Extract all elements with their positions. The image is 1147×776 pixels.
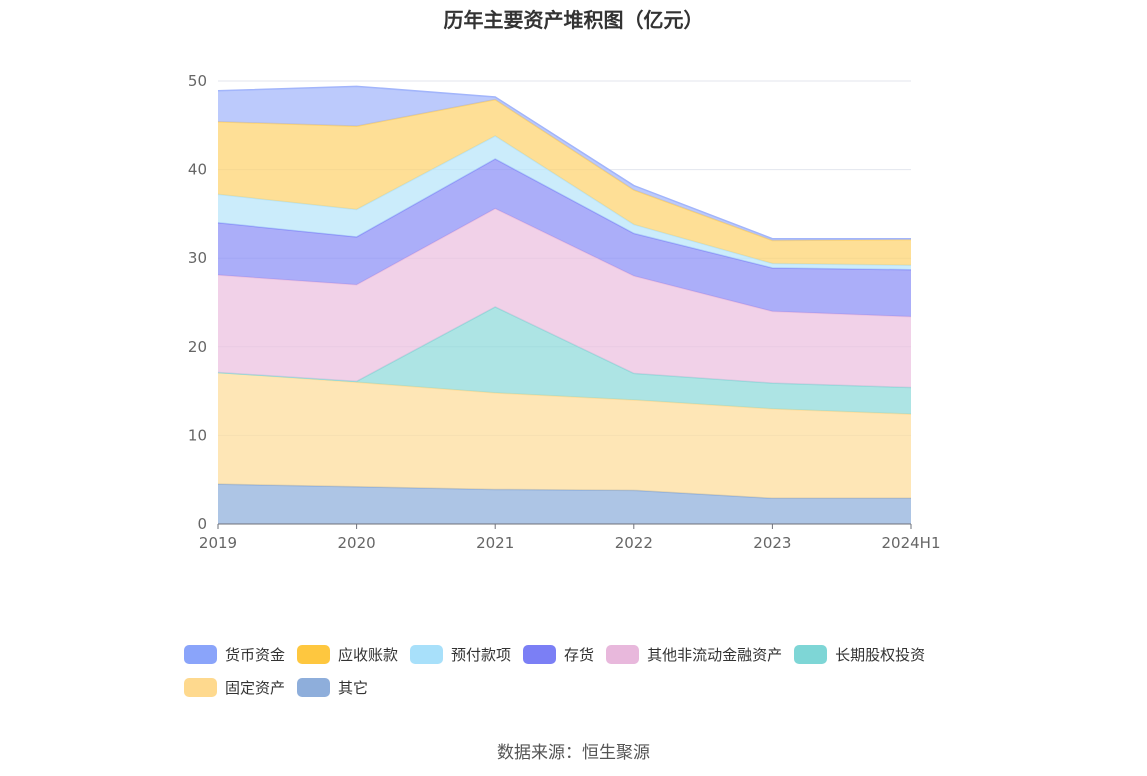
area-series <box>218 306 911 415</box>
area-series <box>218 86 911 241</box>
legend-row-1: 货币资金 应收账款 预付款项 存货 其他非流动金融资产 长期股权投资 <box>184 638 1004 671</box>
y-tick-label: 0 <box>197 515 207 533</box>
area-series-edge <box>217 98 912 242</box>
data-source-note: 数据来源：恒生聚源 <box>497 743 650 763</box>
area-series <box>218 484 911 524</box>
y-tick-label: 20 <box>188 338 207 356</box>
chart-title: 历年主要资产堆积图（亿元） <box>443 8 704 32</box>
legend-label: 货币资金 <box>225 646 286 664</box>
y-tick-label: 50 <box>188 72 207 90</box>
y-tick-label: 40 <box>188 161 207 179</box>
legend-label: 应收账款 <box>338 646 399 664</box>
area-series <box>218 158 911 317</box>
legend-label: 其它 <box>338 679 369 697</box>
legend-swatch <box>606 645 640 664</box>
x-tick-label: 2023 <box>753 534 791 552</box>
legend-item-other-noncurrent-financial[interactable]: 其他非流动金融资产 <box>606 644 782 665</box>
x-tick-label: 2024H1 <box>882 534 941 552</box>
legend-label: 预付款项 <box>451 646 512 664</box>
legend-item-long-term-equity[interactable]: 长期股权投资 <box>794 644 925 665</box>
legend-item-fixed-assets[interactable]: 固定资产 <box>184 677 285 698</box>
legend-swatch <box>794 645 828 664</box>
legend-item-prepayments[interactable]: 预付款项 <box>410 644 511 665</box>
x-tick-label: 2020 <box>338 534 376 552</box>
legend-row-2: 固定资产 其它 <box>184 671 1004 704</box>
legend-item-cash[interactable]: 货币资金 <box>184 644 285 665</box>
x-tick-label: 2019 <box>199 534 237 552</box>
x-tick-label: 2022 <box>615 534 653 552</box>
legend-label: 存货 <box>564 646 595 664</box>
legend-label: 其他非流动金融资产 <box>647 646 783 664</box>
area-series <box>218 99 911 266</box>
legend-swatch <box>184 645 217 664</box>
legend-swatch <box>523 645 557 664</box>
legend-swatch <box>410 645 444 664</box>
area-series <box>218 208 911 388</box>
legend-item-other[interactable]: 其它 <box>297 677 368 698</box>
chart-legend: 货币资金 应收账款 预付款项 存货 其他非流动金融资产 长期股权投资 固定资产 <box>184 638 1004 704</box>
y-tick-label: 30 <box>188 249 207 267</box>
area-series <box>218 372 911 499</box>
legend-swatch <box>297 645 331 664</box>
area-series-edge <box>217 85 911 240</box>
legend-label: 固定资产 <box>225 679 286 697</box>
legend-swatch <box>297 678 331 697</box>
x-tick-label: 2021 <box>476 534 514 552</box>
y-tick-label: 10 <box>188 426 207 444</box>
legend-item-inventory[interactable]: 存货 <box>523 644 594 665</box>
legend-label: 长期股权投资 <box>835 646 926 664</box>
legend-item-receivables[interactable]: 应收账款 <box>297 644 398 665</box>
legend-swatch <box>184 678 217 697</box>
